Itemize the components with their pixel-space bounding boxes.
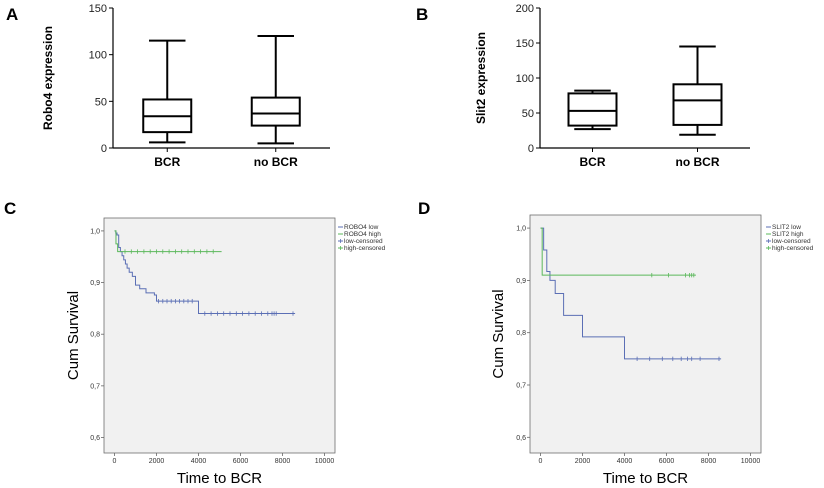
y-tick-label: 50 [522,108,534,120]
box-no-bcr [672,45,723,136]
survival-step-line [114,230,222,253]
iqr-box [672,83,723,126]
x-tick-label: 2000 [575,458,591,465]
panel-letter-b: B [416,5,428,24]
y-axis-label: Slit2 expression [474,32,488,124]
y-tick-label: 0 [528,143,534,155]
panel-b: B 0 50 100 150 200 BCR no BCR Slit2 expression [416,3,750,169]
legend-label: ROBO4 high [344,231,381,238]
legend-label: high-censored [772,245,814,252]
x-tick-label: 0 [113,458,117,465]
legend-label: SLIT2 low [772,224,801,231]
y-tick-label: 100 [516,73,534,85]
panel-c: C 0,6 0,7 0,8 0,9 1,0 0 2000 4000 6000 8000 10000 RO… [4,199,386,487]
panel-letter-c: C [4,199,16,218]
x-tick-label: 8000 [701,458,717,465]
category-label: BCR [154,155,180,169]
category-label: BCR [580,155,606,169]
series-robo4-low [114,230,296,316]
panel-letter-a: A [6,5,18,24]
survival-step-line [114,230,296,315]
y-tick-label: 100 [89,50,107,62]
x-tick-label: 4000 [191,458,207,465]
x-tick-label: 6000 [659,458,675,465]
iqr-box [567,92,618,127]
legend-label: low-censored [772,238,811,245]
y-tick-label: 0 [101,143,107,155]
y-tick-label: 150 [89,3,107,15]
y-tick-label: 1,0 [90,228,100,235]
panel-d: D 0,6 0,7 0,8 0,9 1,0 0 2000 4000 6000 8000 10000 SL… [418,199,814,487]
y-tick-label: 0,9 [90,280,100,287]
x-tick-label: 6000 [233,458,249,465]
y-tick-label: 0,8 [516,330,526,337]
legend-label: low-censored [344,238,383,245]
survival-step-line [540,227,722,360]
y-tick-label: 1,0 [516,226,526,233]
series-robo4-high [114,230,222,254]
series-slit2-low [540,227,722,362]
series-slit2-high [540,227,696,278]
category-label: no BCR [676,155,720,169]
y-tick-label: 200 [516,3,534,15]
category-label: no BCR [254,155,298,169]
y-tick-label: 0,7 [90,383,100,390]
plot-area [103,217,336,454]
x-axis-label: Time to BCR [603,470,688,487]
legend-label: high-censored [344,245,386,252]
y-axis-label: Cum Survival [65,291,82,380]
x-tick-label: 10000 [315,458,335,465]
iqr-box [250,96,301,127]
y-tick-label: 150 [516,38,534,50]
box-bcr [567,89,618,131]
x-tick-label: 2000 [149,458,165,465]
y-axis-label: Cum Survival [490,289,507,378]
x-tick-label: 8000 [275,458,291,465]
box-bcr [142,39,193,144]
y-axis-label: Robo4 expression [41,26,55,130]
legend-label: ROBO4 low [344,224,379,231]
x-axis-label: Time to BCR [177,470,262,487]
x-tick-label: 4000 [617,458,633,465]
survival-step-line [540,227,696,276]
panel-a: A 0 50 100 150 BCR no BCR Robo4 expression [6,3,330,169]
box-no-bcr [250,35,301,145]
plot-area [529,214,762,454]
y-tick-label: 0,8 [90,332,100,339]
x-tick-label: 0 [539,458,543,465]
y-tick-label: 0,6 [516,435,526,442]
legend-label: SLIT2 high [772,231,804,238]
y-tick-label: 0,7 [516,383,526,390]
y-tick-label: 0,9 [516,278,526,285]
panel-letter-d: D [418,199,430,218]
y-tick-label: 50 [95,96,107,108]
x-tick-label: 10000 [741,458,761,465]
y-tick-label: 0,6 [90,435,100,442]
